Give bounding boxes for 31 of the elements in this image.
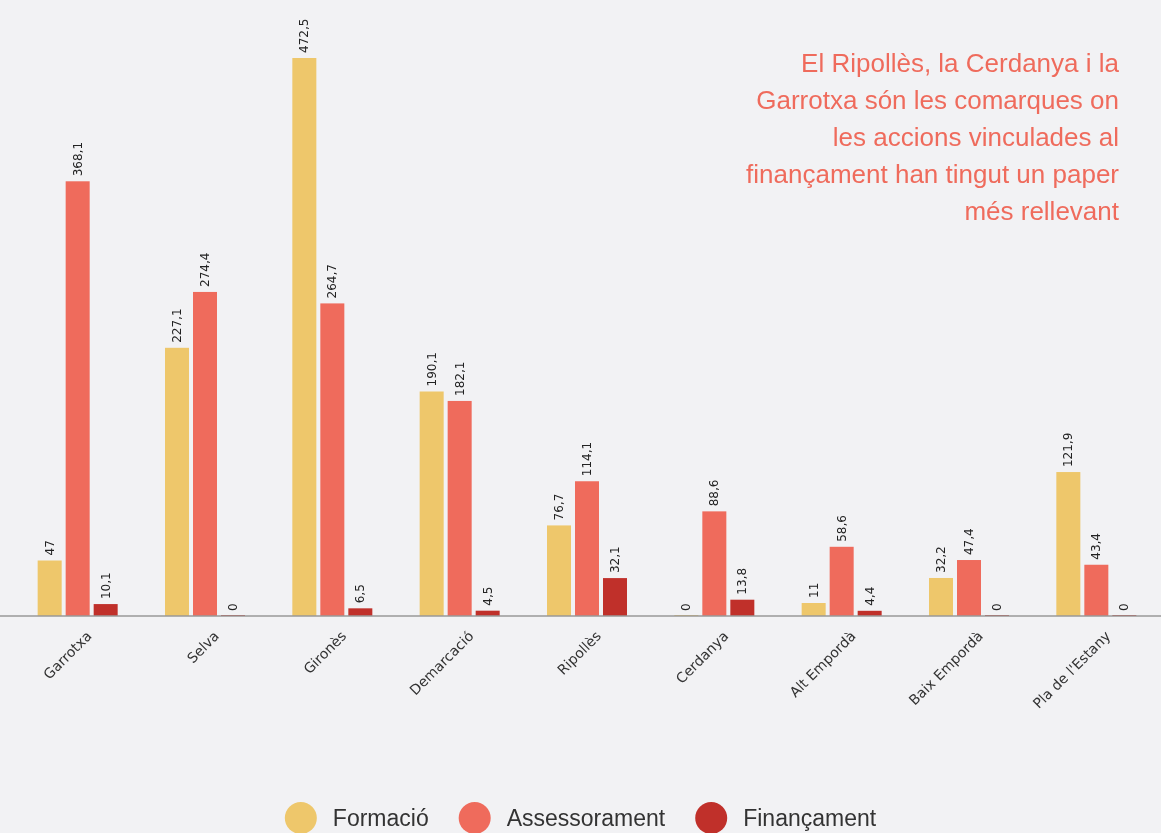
data-label: 32,1 [608,546,622,574]
data-label: 472,5 [297,18,312,53]
data-label: 121,9 [1061,432,1076,468]
data-label: 274,4 [198,252,212,287]
data-label: 58,6 [834,515,849,542]
data-label: 0 [679,603,694,611]
data-label: 0 [226,603,240,611]
data-label: 10,1 [98,572,113,600]
data-label: 4,4 [862,586,877,606]
data-label: 13,8 [735,567,750,595]
data-label: 182,1 [452,361,467,396]
legend-label: Finançament [743,805,877,831]
data-label: 0 [990,603,1004,611]
legend-label: Assessorament [506,805,666,831]
data-label: 47 [42,540,57,556]
annotation: El Ripollès, la Cerdanya i la Garrotxa són les comarques on les accions vinculades al finançament han tingut un paper més rellevant [746,48,1120,226]
data-label: 4,5 [480,586,495,606]
data-label: 6,5 [353,584,368,604]
data-label: 264,7 [325,264,340,299]
data-label: 43,4 [1089,533,1104,560]
data-label: 368,1 [70,141,85,177]
data-label: 76,7 [552,493,566,521]
data-label: 88,6 [707,479,722,507]
legend-label: Formació [332,805,429,831]
data-label: 11 [806,582,821,599]
data-label: 0 [1117,603,1132,611]
data-label: 190,1 [424,352,439,387]
data-label: 114,1 [580,441,594,477]
data-label: 32,2 [934,546,948,573]
data-label: 227,1 [170,308,184,343]
data-label: 47,4 [962,528,976,556]
